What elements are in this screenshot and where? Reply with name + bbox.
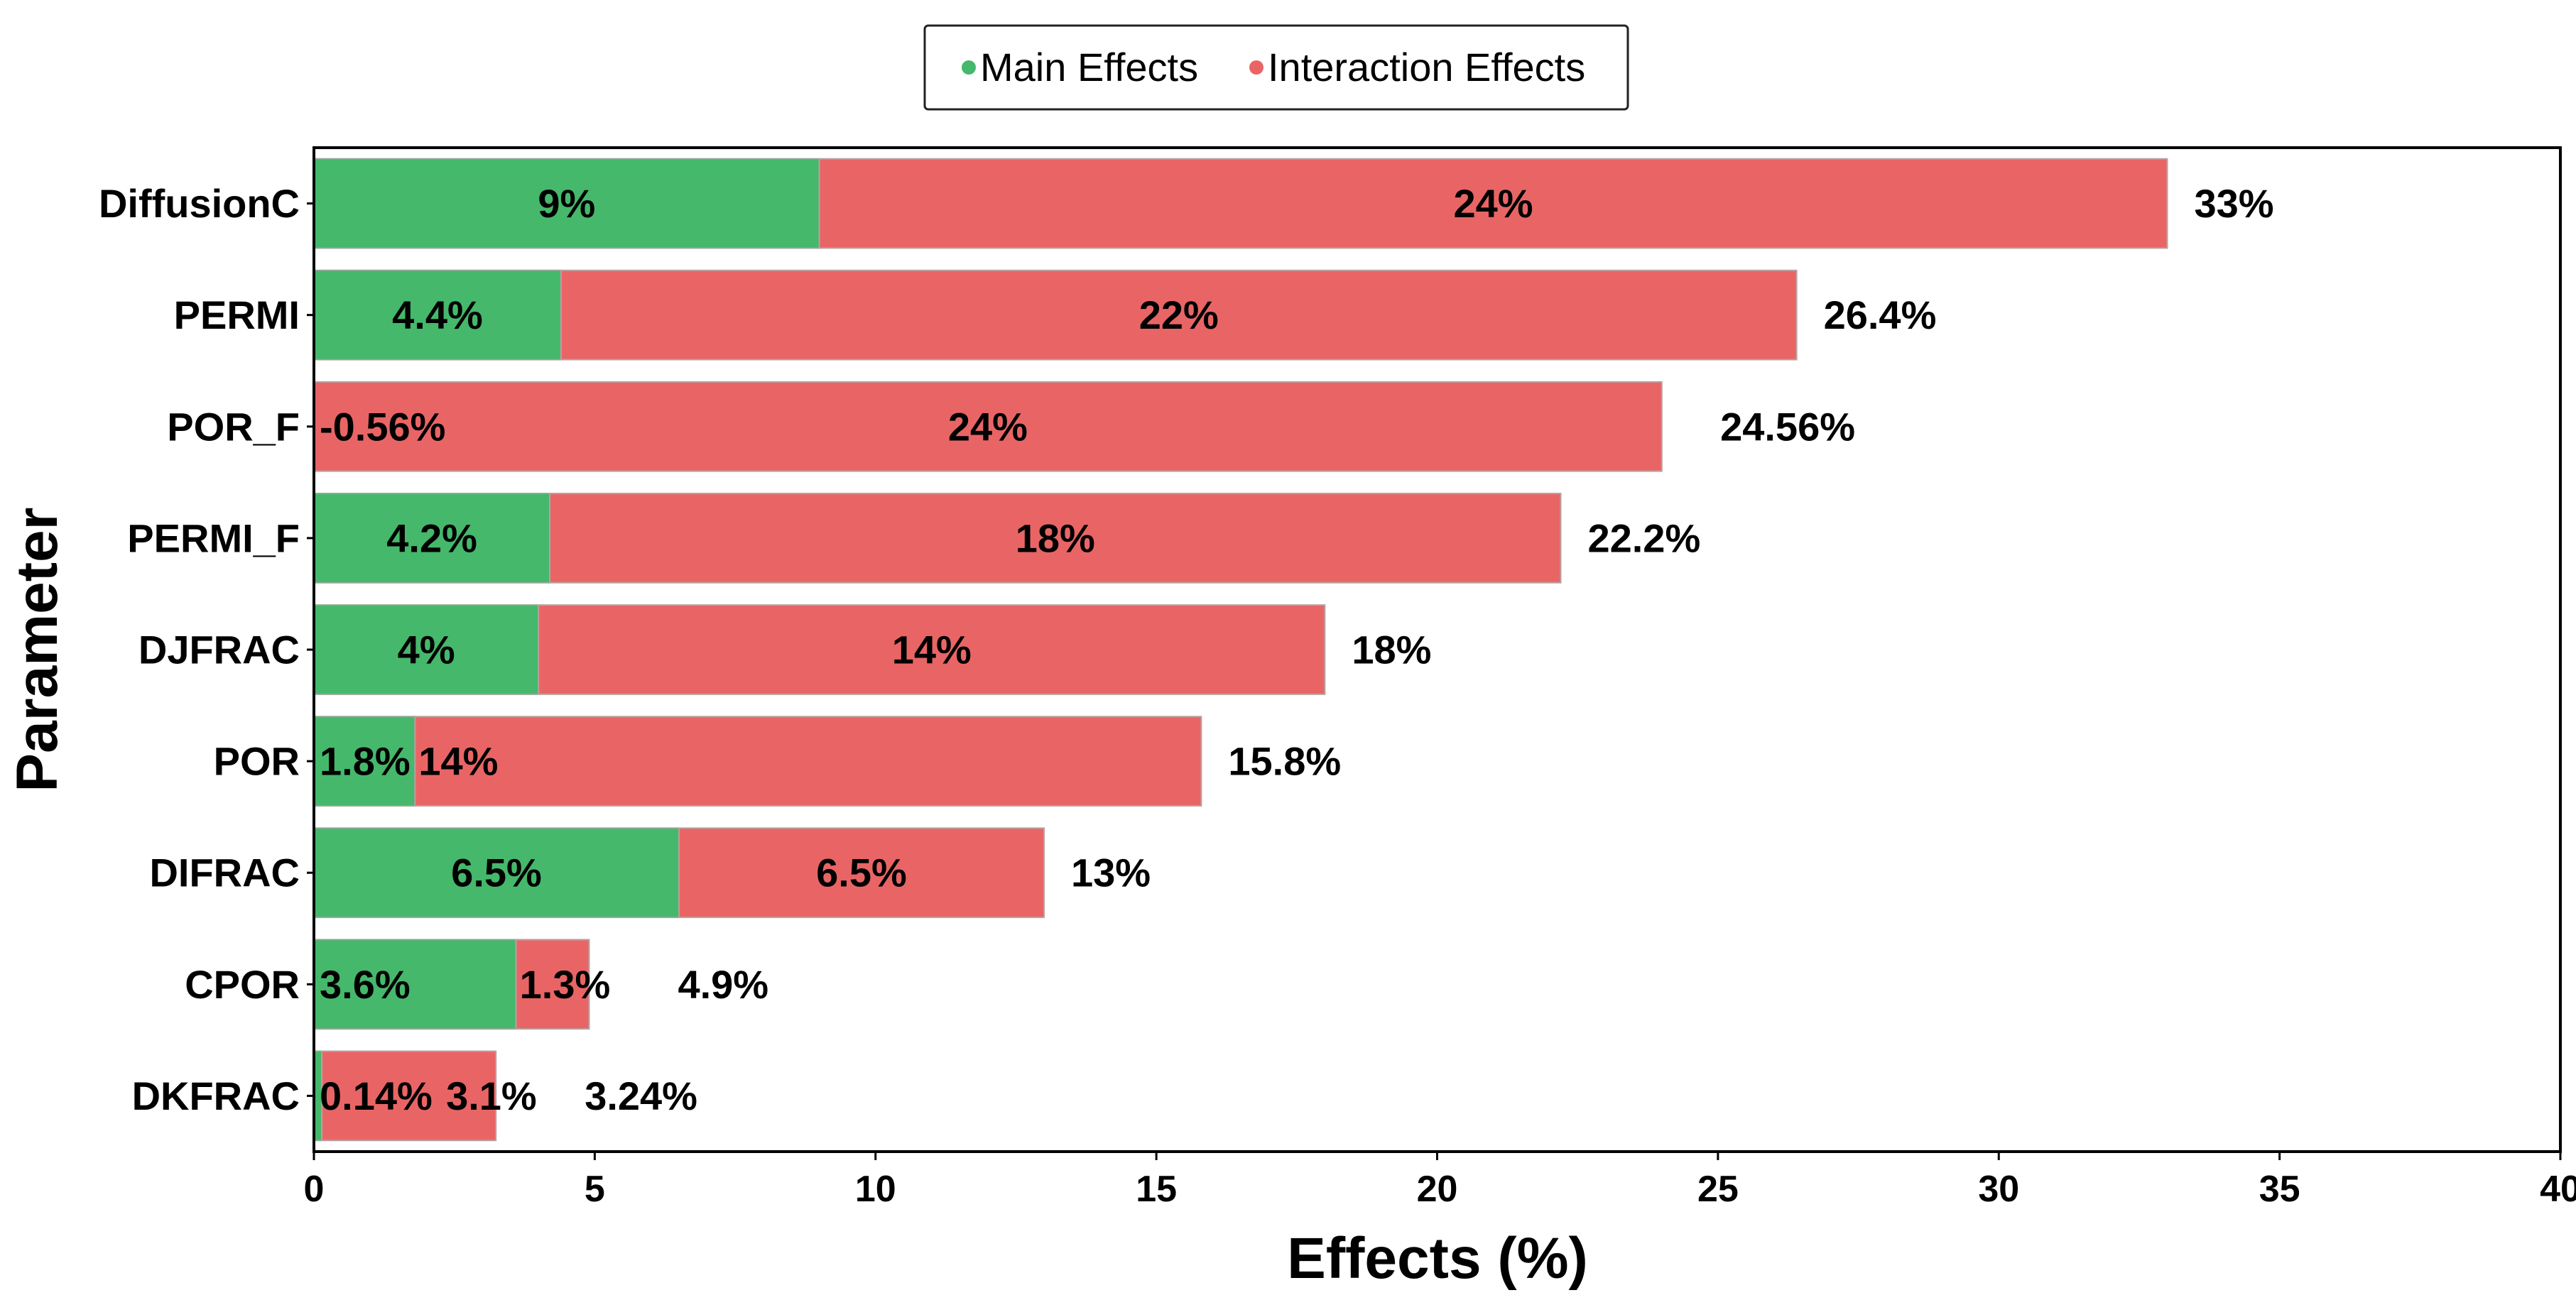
category-label-permi-f: PERMI_F	[127, 515, 300, 560]
legend-label-interaction-effects: Interaction Effects	[1268, 45, 1585, 89]
y-axis-title: Parameter	[5, 507, 70, 792]
total-label-djfrac: 18%	[1352, 628, 1431, 672]
bar-interaction-effects-permi	[560, 269, 1798, 361]
x-tick-label: 5	[585, 1169, 605, 1210]
labels-layer: 9% 24% 33% 4.4% 22% 26.4% -0.56% 24% 24.56% 4.2% 1…	[320, 181, 2274, 1118]
segment-label-main-effects-difrac: 6.5%	[451, 851, 542, 895]
bar-main-effects-difrac	[313, 827, 680, 919]
legend: Main Effects Interaction Effects	[923, 24, 1629, 111]
bar-main-effects-permi-f	[313, 493, 551, 584]
segment-label-interaction-effects-por-f: 24%	[948, 404, 1028, 449]
segment-label-interaction-effects-djfrac: 14%	[892, 628, 972, 672]
segment-label-main-effects-permi-f: 4.2%	[386, 515, 477, 560]
segment-label-interaction-effects-difrac: 6.5%	[816, 851, 907, 895]
x-tick-label: 0	[304, 1169, 325, 1210]
total-label-por-f: 24.56%	[1720, 404, 1855, 449]
legend-swatch-interaction-effects	[1249, 60, 1263, 75]
segment-label-interaction-effects-permi-f: 18%	[1016, 515, 1095, 560]
total-label-difrac: 13%	[1071, 851, 1151, 895]
segment-label-main-effects-djfrac: 4%	[398, 628, 455, 672]
category-label-permi: PERMI	[174, 293, 300, 337]
category-label-dkfrac: DKFRAC	[132, 1074, 300, 1118]
x-tick-label: 15	[1136, 1169, 1177, 1210]
category-label-diffusionc: DiffusionC	[99, 181, 300, 226]
total-label-permi: 26.4%	[1824, 293, 1937, 337]
bar-interaction-effects-por	[414, 716, 1202, 807]
total-label-por: 15.8%	[1228, 739, 1341, 784]
bar-main-effects-permi	[313, 269, 562, 361]
bar-main-effects-cpor	[313, 939, 517, 1030]
x-tick-label: 10	[855, 1169, 896, 1210]
x-tick-label: 40	[2540, 1169, 2576, 1210]
category-label-difrac: DIFRAC	[149, 851, 300, 895]
segment-label-interaction-effects-diffusionc: 24%	[1454, 181, 1533, 226]
axis-layer: DiffusionC PERMI POR_F PERMI_F DJFRAC POR DIFR…	[99, 181, 2576, 1210]
legend-swatch-main-effects	[962, 60, 976, 75]
legend-box	[923, 24, 1629, 111]
segment-label-main-effects-por: 1.8%	[320, 739, 411, 784]
category-label-djfrac: DJFRAC	[138, 628, 300, 672]
segment-label-main-effects-dkfrac: 0.14%	[320, 1074, 433, 1118]
category-label-por: POR	[214, 739, 300, 784]
bars-layer	[313, 158, 2168, 1142]
segment-label-interaction-effects-cpor: 1.3%	[520, 962, 611, 1007]
x-tick-label: 35	[2259, 1169, 2300, 1210]
bar-main-effects-por	[313, 716, 416, 807]
x-tick-label: 30	[1978, 1169, 2019, 1210]
segment-label-main-effects-diffusionc: 9%	[538, 181, 595, 226]
bar-interaction-effects-dkfrac	[321, 1050, 497, 1142]
segment-label-interaction-effects-por: 14%	[418, 739, 498, 784]
bar-interaction-effects-diffusionc	[818, 158, 2168, 249]
bar-interaction-effects-permi-f	[549, 493, 1562, 584]
category-label-por-f: POR_F	[167, 404, 300, 449]
category-label-cpor: CPOR	[185, 962, 300, 1007]
bar-main-effects-diffusionc	[313, 158, 820, 249]
segment-label-main-effects-por-f: -0.56%	[320, 404, 445, 449]
total-label-diffusionc: 33%	[2194, 181, 2273, 226]
bar-interaction-effects-djfrac	[538, 604, 1326, 695]
total-label-cpor: 4.9%	[678, 962, 768, 1007]
bar-interaction-effects-difrac	[678, 827, 1045, 919]
x-tick-label: 25	[1697, 1169, 1739, 1210]
segment-label-main-effects-cpor: 3.6%	[320, 962, 411, 1007]
total-label-dkfrac: 3.24%	[585, 1074, 697, 1118]
segment-label-interaction-effects-dkfrac: 3.1%	[446, 1074, 537, 1118]
x-axis-title: Effects (%)	[1287, 1226, 1588, 1291]
bar-interaction-effects-cpor	[515, 939, 590, 1030]
bar-interaction-effects-por-f	[313, 381, 1663, 472]
segment-label-main-effects-permi: 4.4%	[392, 293, 483, 337]
total-label-permi-f: 22.2%	[1587, 515, 1700, 560]
legend-label-main-effects: Main Effects	[980, 45, 1198, 89]
segment-label-interaction-effects-permi: 22%	[1139, 293, 1219, 337]
x-tick-label: 20	[1417, 1169, 1458, 1210]
